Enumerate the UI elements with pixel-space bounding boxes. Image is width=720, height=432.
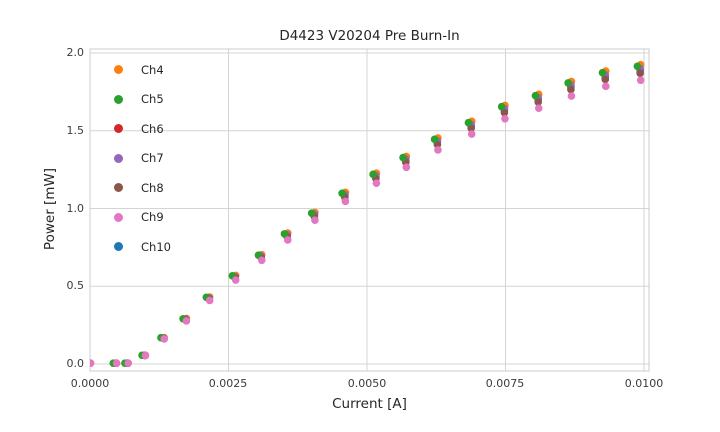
legend-label: Ch9 <box>141 210 164 225</box>
legend-item-ch4: Ch4 <box>114 55 171 85</box>
x-tick-1: 0.0025 <box>208 377 248 390</box>
legend-item-ch7: Ch7 <box>114 144 171 174</box>
legend-item-ch6: Ch6 <box>114 114 171 144</box>
legend-item-ch5: Ch5 <box>114 85 171 115</box>
x-tick-2: 0.0050 <box>347 377 387 390</box>
legend-item-ch9: Ch9 <box>114 203 171 233</box>
ch6-marker-icon <box>114 124 123 134</box>
ch7-marker-icon <box>114 153 123 163</box>
y-tick-4: 2.0 <box>66 46 85 59</box>
legend-label: Ch5 <box>141 92 164 107</box>
y-tick-0: 0.0 <box>66 357 85 370</box>
ch8-marker-icon <box>114 183 123 193</box>
legend-item-ch10: Ch10 <box>114 232 171 262</box>
x-tick-3: 0.0075 <box>485 377 525 390</box>
legend-label: Ch8 <box>141 180 164 195</box>
y-tick-1: 0.5 <box>66 279 85 292</box>
x-tick-4: 0.0100 <box>624 377 664 390</box>
ch5-marker-icon <box>114 94 123 104</box>
legend-label: Ch6 <box>141 121 164 136</box>
ch4-marker-icon <box>114 65 123 75</box>
legend: Ch4 Ch5 Ch6 Ch7 Ch8 Ch9 Ch10 <box>114 55 171 262</box>
legend-item-ch8: Ch8 <box>114 173 171 203</box>
legend-label: Ch4 <box>141 62 164 77</box>
chart-title: D4423 V20204 Pre Burn-In <box>279 28 460 44</box>
y-tick-3: 1.5 <box>66 124 85 137</box>
ch9-marker-icon <box>114 212 123 222</box>
legend-label: Ch7 <box>141 151 164 166</box>
ch10-marker-icon <box>114 242 123 252</box>
x-tick-0: 0.0000 <box>70 377 110 390</box>
x-axis-label: Current [A] <box>332 396 407 412</box>
legend-label: Ch10 <box>141 239 171 254</box>
y-tick-2: 1.0 <box>66 202 85 215</box>
